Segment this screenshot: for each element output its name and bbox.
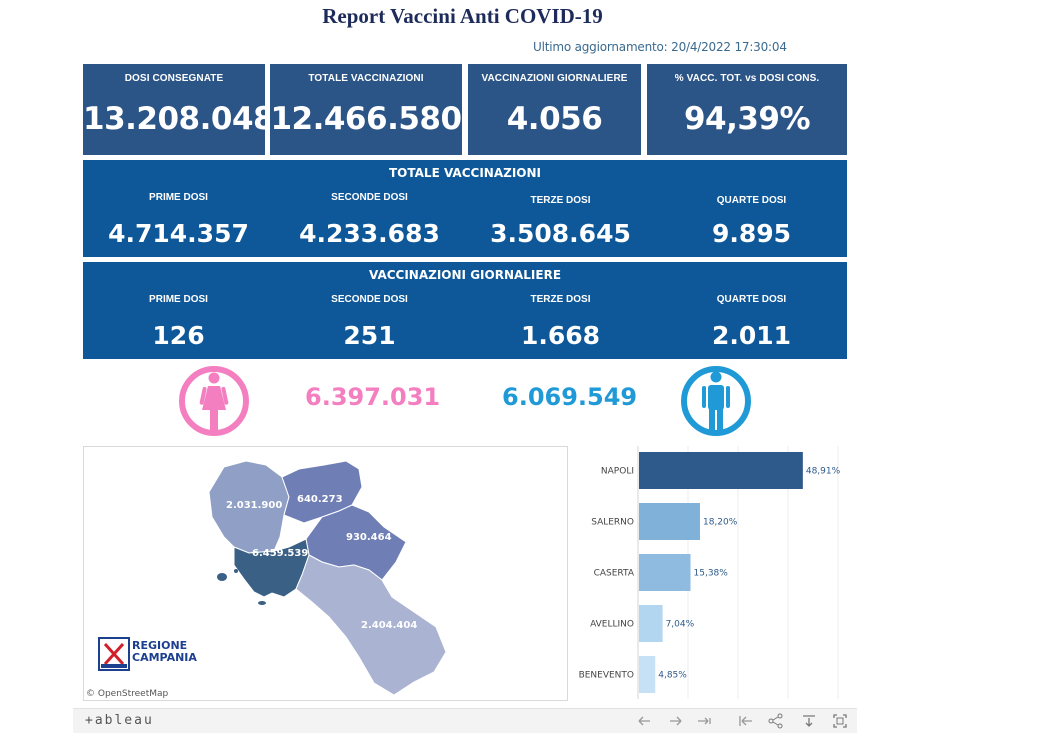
kpi-value: 13.208.048 [83, 101, 275, 137]
revert-icon[interactable] [695, 712, 713, 730]
value-label: 18,20% [703, 518, 738, 528]
bar-salerno[interactable] [639, 503, 700, 540]
value-label: 15,38% [694, 569, 729, 579]
kpi-value: 4.056 [506, 101, 603, 137]
col-label: QUARTE DOSI [716, 195, 787, 206]
kpi-label: % VACC. TOT. vs DOSI CONS. [674, 73, 820, 84]
bar-avellino[interactable] [639, 605, 663, 642]
value-label: 7,04% [666, 620, 695, 630]
col-value: 251 [343, 321, 396, 350]
logo-text-line2: CAMPANIA [132, 651, 197, 664]
island-capri [258, 601, 266, 605]
category-label: CASERTA [594, 569, 635, 579]
male-count: 6.069.549 [502, 383, 638, 411]
col-value: 4.233.683 [299, 219, 440, 248]
female-count: 6.397.031 [305, 383, 441, 411]
tableau-logo[interactable]: +ableau [85, 713, 154, 728]
col-value: 9.895 [711, 219, 792, 248]
category-label: NAPOLI [601, 467, 634, 477]
bar-benevento[interactable] [639, 656, 656, 693]
col-label: PRIME DOSI [149, 294, 208, 305]
label-avellino: 930.464 [346, 532, 392, 543]
undo-icon[interactable] [635, 712, 653, 730]
tableau-brand-text: +ableau [85, 713, 154, 728]
bar-caserta[interactable] [639, 554, 691, 591]
value-label: 4,85% [658, 671, 687, 681]
label-caserta: 2.031.900 [226, 500, 282, 511]
kpi-vaccinazioni-giornaliere: VACCINAZIONI GIORNALIERE 4.056 [468, 64, 641, 155]
col-value: 4.714.357 [108, 219, 249, 248]
page-title: Report Vaccini Anti COVID-19 [322, 4, 603, 28]
quarte-dosi-col: QUARTE DOSI 9.895 [656, 160, 847, 257]
category-label: SALERNO [591, 518, 634, 528]
col-label: SECONDE DOSI [331, 294, 408, 305]
campania-map[interactable]: 2.031.900 640.273 930.464 6.459.539 2.40… [83, 446, 568, 701]
label-napoli: 6.459.539 [252, 548, 308, 559]
last-update-text: Ultimo aggiornamento: 20/4/2022 17:30:04 [533, 40, 787, 54]
province-caserta [208, 460, 290, 554]
map-attribution[interactable]: © OpenStreetMap [86, 689, 169, 699]
quarte-dosi-col: QUARTE DOSI 2.011 [656, 262, 847, 359]
terze-dosi-col: TERZE DOSI 3.508.645 [465, 160, 656, 257]
prime-dosi-col: PRIME DOSI 126 [83, 262, 274, 359]
regione-emblem-icon [98, 637, 130, 671]
island-ischia [217, 573, 227, 581]
province-salerno [295, 554, 447, 696]
female-icon [179, 366, 249, 436]
province-bar-chart: NAPOLI 48,91% SALERNO 18,20% CASERTA 15,38% AV… [579, 446, 841, 699]
regione-campania-logo: REGIONE CAMPANIA [98, 637, 198, 671]
kpi-dosi-consegnate: DOSI CONSEGNATE 13.208.048 [83, 64, 275, 155]
kpi-value: 94,39% [683, 101, 811, 137]
kpi-percent-vacc: % VACC. TOT. vs DOSI CONS. 94,39% [647, 64, 847, 155]
island-procida [234, 569, 238, 573]
kpi-label: DOSI CONSEGNATE [124, 73, 224, 84]
fullscreen-icon[interactable] [831, 712, 849, 730]
label-salerno: 2.404.404 [361, 620, 417, 631]
kpi-totale-vaccinazioni: TOTALE VACCINAZIONI 12.466.580 [270, 64, 462, 155]
male-icon [681, 366, 751, 436]
prime-dosi-col: PRIME DOSI 4.714.357 [83, 160, 274, 257]
col-value: 3.508.645 [490, 219, 631, 248]
col-value: 2.011 [711, 321, 792, 350]
col-label: TERZE DOSI [530, 294, 591, 305]
label-benevento: 640.273 [297, 494, 343, 505]
download-icon[interactable] [800, 712, 818, 730]
share-icon[interactable] [767, 712, 785, 730]
reset-icon[interactable] [737, 712, 755, 730]
terze-dosi-col: TERZE DOSI 1.668 [465, 262, 656, 359]
seconde-dosi-col: SECONDE DOSI 4.233.683 [274, 160, 465, 257]
tableau-toolbar: +ableau [73, 708, 857, 733]
col-value: 126 [152, 321, 205, 350]
col-label: PRIME DOSI [149, 192, 208, 203]
category-label: BENEVENTO [579, 671, 634, 681]
col-label: SECONDE DOSI [331, 192, 408, 203]
kpi-label: VACCINAZIONI GIORNALIERE [481, 73, 628, 84]
panel-title: TOTALE VACCINAZIONI [389, 166, 541, 180]
col-label: TERZE DOSI [530, 195, 591, 206]
col-value: 1.668 [520, 321, 601, 350]
panel-title: VACCINAZIONI GIORNALIERE [368, 268, 562, 282]
redo-icon[interactable] [667, 712, 685, 730]
totale-vaccinazioni-panel: TOTALE VACCINAZIONI PRIME DOSI 4.714.357… [83, 160, 847, 257]
value-label: 48,91% [806, 467, 841, 477]
kpi-label: TOTALE VACCINAZIONI [308, 73, 424, 84]
col-label: QUARTE DOSI [716, 294, 787, 305]
seconde-dosi-col: SECONDE DOSI 251 [274, 262, 465, 359]
kpi-value: 12.466.580 [270, 101, 462, 137]
chart-bars: NAPOLI 48,91% SALERNO 18,20% CASERTA 15,38% AV… [579, 452, 841, 693]
logo-text-line1: REGIONE [132, 639, 188, 652]
vaccinazioni-giornaliere-panel: VACCINAZIONI GIORNALIERE PRIME DOSI 126 … [83, 262, 847, 359]
map-svg: 2.031.900 640.273 930.464 6.459.539 2.40… [208, 460, 447, 696]
category-label: AVELLINO [590, 620, 634, 630]
bar-napoli[interactable] [639, 452, 803, 489]
